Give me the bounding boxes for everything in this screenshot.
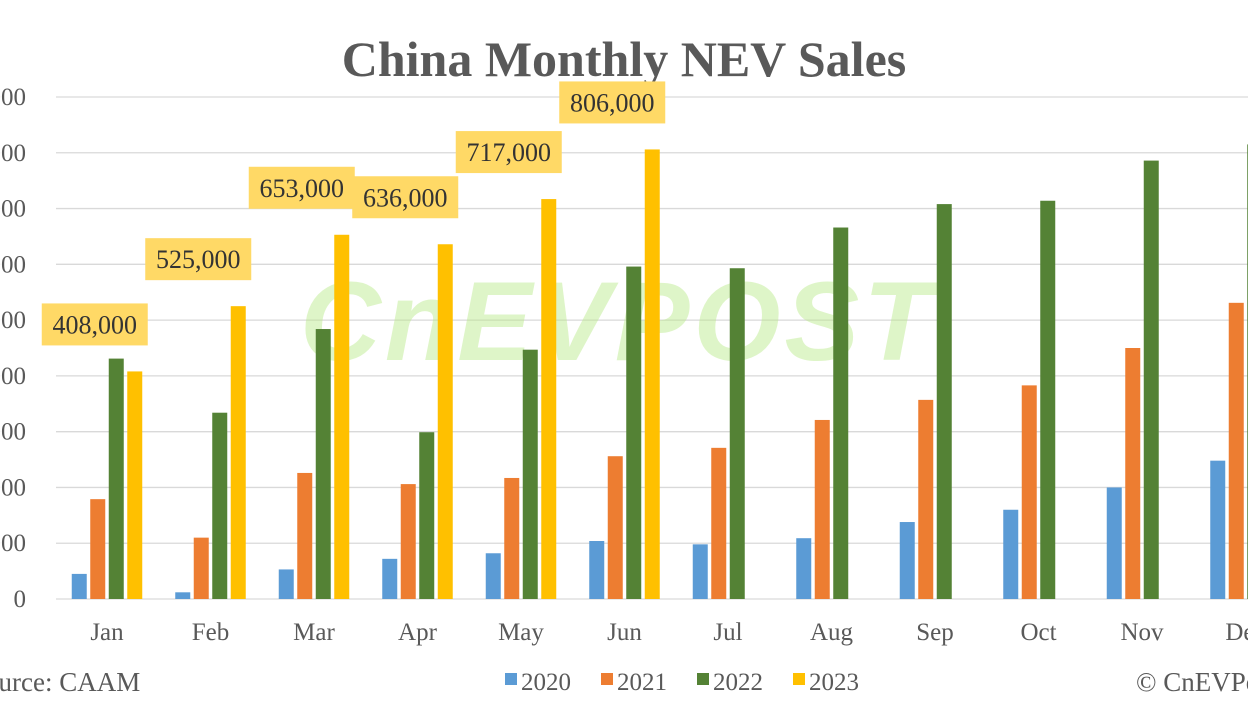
legend-swatch (601, 673, 613, 685)
bar-2023-apr (437, 244, 453, 599)
bar-2021-aug (814, 419, 830, 599)
bar-2021-may (504, 477, 520, 599)
bar-2020-sep (899, 522, 915, 599)
bar-2021-dec (1228, 302, 1244, 599)
y-tick-label: 400,000 (0, 363, 26, 390)
y-tick-label: 200,000 (0, 474, 26, 501)
y-tick-label: 600,000 (0, 251, 26, 278)
legend-label: 2021 (617, 669, 667, 696)
bar-2021-feb (193, 537, 209, 599)
bar-2020-aug (796, 538, 812, 599)
y-tick-label: 900,000 (0, 84, 26, 111)
data-label-mar: 653,000 (248, 166, 355, 209)
legend-swatch (793, 673, 805, 685)
credit-note: © CnEVPost (1136, 667, 1248, 697)
bar-2021-mar (297, 472, 313, 599)
bar-2020-nov (1106, 487, 1122, 599)
data-label-text: 636,000 (363, 183, 448, 212)
bar-2021-jan (90, 499, 106, 599)
bar-2020-jul (692, 544, 708, 599)
source-note: Source: CAAM (0, 667, 140, 697)
bar-2022-apr (419, 432, 435, 599)
bar-2022-oct (1040, 200, 1056, 599)
x-tick-label: Jun (607, 619, 642, 646)
x-tick-label: Apr (398, 619, 438, 646)
bar-2022-feb (212, 412, 228, 599)
bar-2021-apr (400, 484, 416, 599)
bar-2020-apr (382, 558, 398, 599)
x-tick-label: Feb (192, 619, 230, 646)
data-label-may: 717,000 (455, 131, 562, 174)
legend-swatch (697, 673, 709, 685)
legend-item-2020: 2020 (505, 669, 571, 696)
x-tick-label: May (498, 619, 544, 646)
x-tick-label: Oct (1020, 619, 1056, 646)
watermark: CnEVPOST (300, 259, 940, 384)
x-tick-label: Mar (293, 619, 335, 646)
data-label-box (455, 131, 562, 174)
data-label-text: 653,000 (260, 174, 345, 203)
bar-2022-aug (833, 227, 849, 599)
data-label-feb: 525,000 (145, 238, 252, 281)
bar-2021-jul (711, 447, 727, 599)
data-label-box (559, 81, 666, 124)
legend-item-2022: 2022 (697, 669, 763, 696)
bar-2021-sep (918, 399, 934, 599)
bar-2023-feb (230, 306, 246, 599)
bar-2021-jun (607, 456, 623, 599)
legend-swatch (505, 673, 517, 685)
x-tick-label: Sep (916, 619, 954, 646)
bar-2023-may (541, 199, 557, 599)
data-label-text: 525,000 (156, 245, 241, 274)
data-label-jun: 806,000 (559, 81, 666, 124)
data-label-jan: 408,000 (41, 303, 148, 346)
bar-2020-jan (71, 573, 87, 599)
bar-2023-jan (127, 371, 143, 599)
data-label-text: 806,000 (570, 88, 655, 117)
data-label-box (41, 303, 148, 346)
x-tick-label: Nov (1120, 619, 1164, 646)
bar-2020-jun (589, 540, 605, 599)
data-label-box (145, 238, 252, 281)
bar-2020-oct (1003, 509, 1019, 599)
bar-2021-nov (1125, 348, 1141, 599)
bar-2022-jan (108, 358, 124, 599)
x-tick-label: Jul (713, 619, 742, 646)
bar-2023-mar (334, 234, 350, 599)
y-tick-label: 500,000 (0, 307, 26, 334)
legend-item-2021: 2021 (601, 669, 667, 696)
x-tick-label: Dec (1225, 619, 1248, 646)
x-tick-label: Jan (90, 619, 124, 646)
data-label-apr: 636,000 (352, 176, 459, 219)
bar-2022-jul (729, 268, 745, 599)
legend-label: 2023 (809, 669, 859, 696)
legend-label: 2022 (713, 669, 763, 696)
data-label-box (352, 176, 459, 219)
bar-2020-dec (1210, 460, 1226, 599)
y-tick-label: 0 (14, 586, 27, 613)
bar-2022-sep (936, 204, 952, 600)
bar-2022-nov (1143, 160, 1159, 599)
x-tick-label: Aug (810, 619, 854, 646)
y-tick-label: 300,000 (0, 419, 26, 446)
y-tick-label: 800,000 (0, 140, 26, 167)
legend-label: 2020 (521, 669, 571, 696)
y-tick-label: 100,000 (0, 530, 26, 557)
legend-item-2023: 2023 (793, 669, 859, 696)
bar-2022-mar (315, 329, 331, 599)
bar-2020-feb (175, 592, 191, 599)
chart-title: China Monthly NEV Sales (342, 31, 906, 87)
data-label-text: 717,000 (467, 138, 552, 167)
bar-2021-oct (1021, 385, 1037, 599)
data-label-text: 408,000 (53, 310, 138, 339)
bar-2020-may (485, 553, 501, 599)
data-label-box (248, 166, 355, 209)
bar-2020-mar (278, 569, 294, 599)
bar-2022-jun (626, 266, 642, 599)
bar-2023-jun (644, 149, 660, 600)
bar-2022-may (522, 349, 538, 599)
y-tick-label: 700,000 (0, 196, 26, 223)
